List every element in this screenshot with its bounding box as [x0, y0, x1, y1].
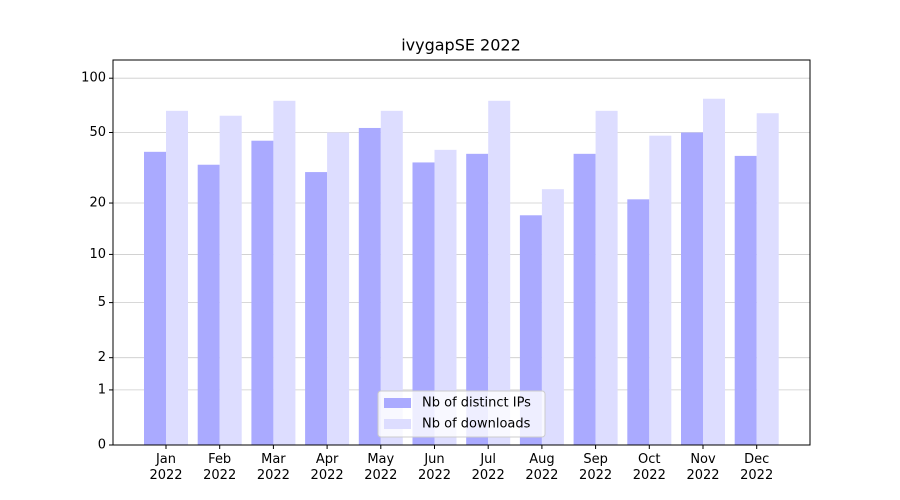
bar [573, 153, 596, 445]
bar [305, 172, 328, 445]
legend-swatch [384, 398, 411, 408]
y-tick-label: 5 [98, 295, 106, 310]
y-tick-label: 20 [89, 196, 106, 211]
x-tick-label: Nov 2022 [686, 452, 720, 483]
bar [197, 164, 220, 445]
x-tick-label: Apr 2022 [310, 452, 344, 483]
bar [466, 153, 489, 445]
x-tick-label: Mar 2022 [256, 452, 290, 483]
y-tick-label: 50 [89, 125, 106, 140]
bar [144, 151, 166, 445]
legend-label: Nb of distinct IPs [422, 396, 531, 411]
axes-frame [112, 59, 811, 446]
chart-title: ivygapSE 2022 [401, 36, 521, 55]
x-tick-label: Sep 2022 [579, 452, 613, 483]
bar [681, 132, 703, 445]
y-tick-label: 2 [98, 350, 106, 365]
x-tick-label: Oct 2022 [632, 452, 666, 483]
x-tick-label: Jan 2022 [149, 452, 183, 483]
bar [519, 215, 542, 445]
bar [734, 155, 757, 445]
bar [756, 113, 779, 446]
bar [627, 199, 650, 445]
legend-swatch [384, 419, 411, 429]
bar [358, 127, 381, 445]
bar [412, 162, 435, 445]
x-tick-label: Jun 2022 [417, 452, 452, 483]
x-tick-label: May 2022 [364, 452, 398, 483]
bar [251, 140, 274, 445]
bar [380, 110, 403, 445]
legend-box [377, 390, 546, 438]
bar [327, 132, 350, 445]
x-tick-label: Feb 2022 [203, 452, 237, 483]
legend-label: Nb of downloads [422, 417, 531, 432]
bar [219, 115, 242, 445]
x-tick-label: Dec 2022 [740, 452, 774, 483]
x-tick-label: Aug 2022 [525, 452, 559, 483]
y-tick-label: 0 [98, 438, 106, 453]
bar [488, 100, 511, 445]
y-tick-label: 1 [98, 382, 106, 397]
bar [703, 98, 725, 445]
y-tick-label: 10 [89, 247, 106, 262]
bar [166, 110, 188, 445]
bar [649, 135, 672, 445]
x-tick-label: Jul 2022 [471, 452, 505, 483]
bar [595, 110, 618, 445]
bar [273, 100, 296, 445]
bar [541, 189, 564, 445]
bar [434, 149, 457, 445]
y-tick-label: 100 [81, 71, 106, 86]
legend: Nb of distinct IPs Nb of downloads [377, 390, 546, 438]
